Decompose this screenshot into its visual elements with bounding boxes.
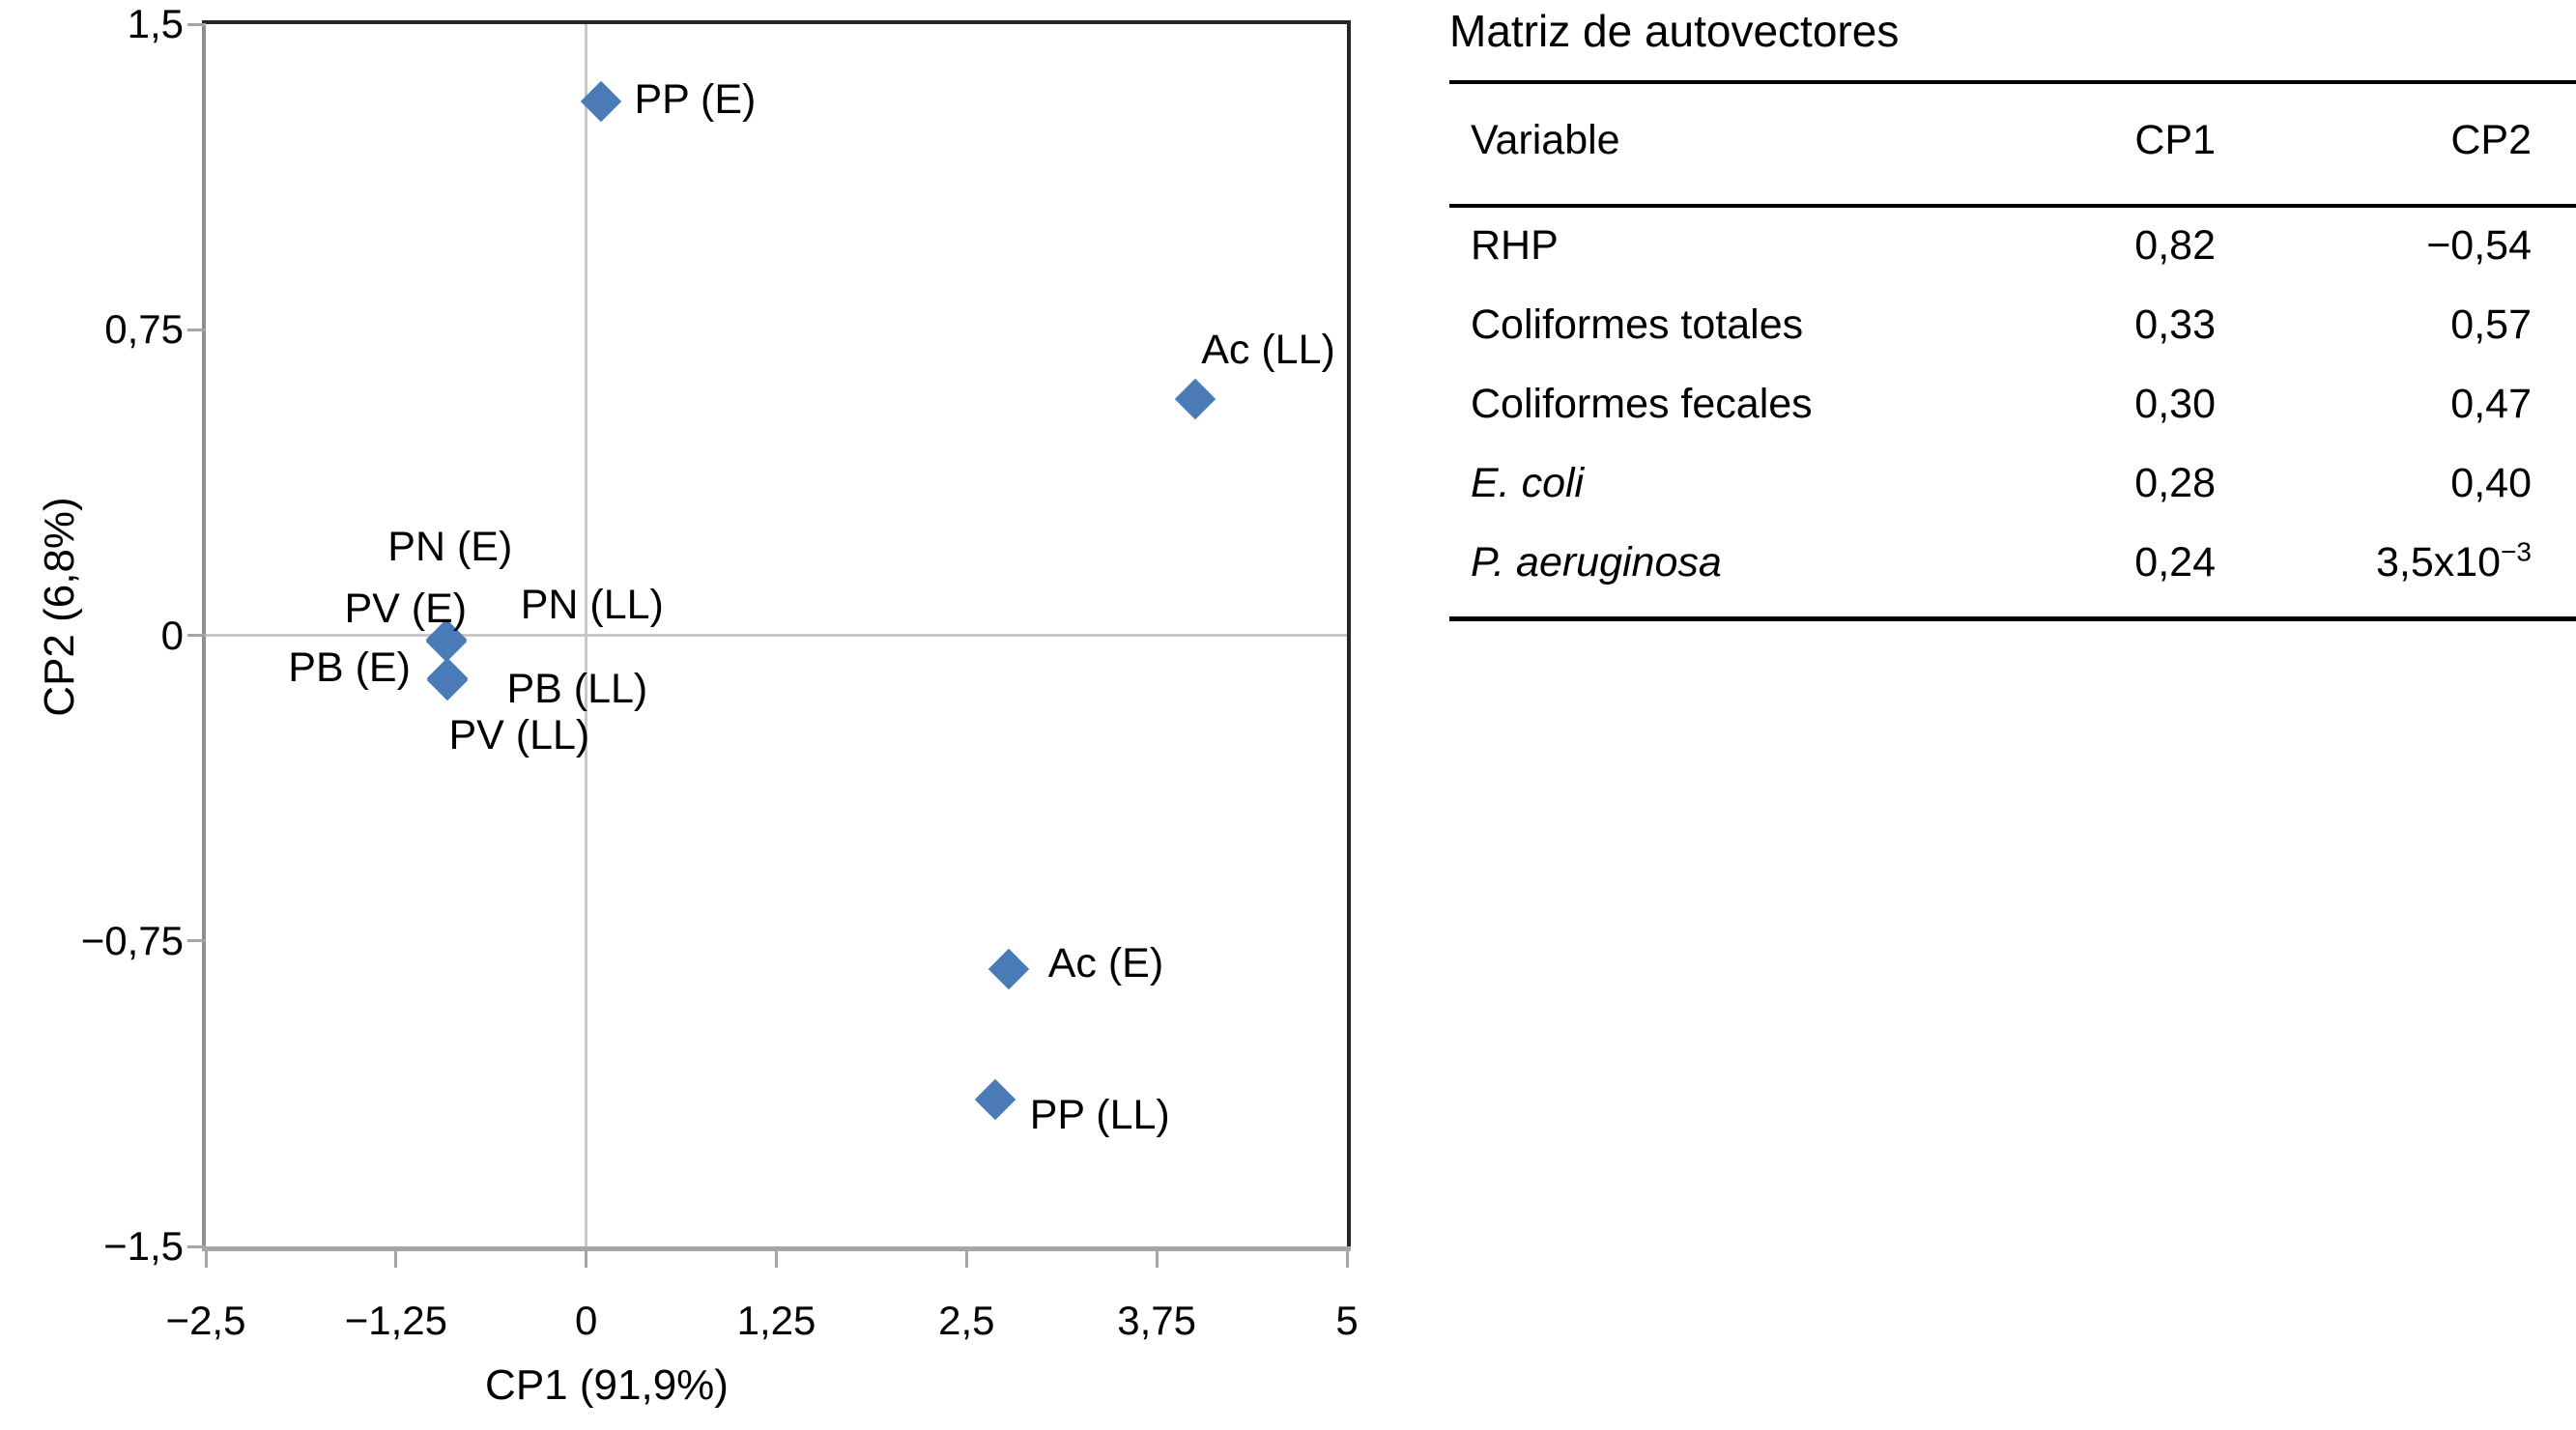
data-point-label: PV (LL)	[448, 711, 590, 758]
table-header-row: Variable CP1 CP2	[1449, 116, 2576, 164]
cell-cp2: 3,5x10−3	[2376, 538, 2532, 586]
x-tick-mark	[775, 1251, 778, 1268]
data-point-marker	[1174, 378, 1216, 420]
table-header-rule	[1449, 204, 2576, 208]
y-tick-label: −1,5	[103, 1223, 184, 1269]
cell-cp1: 0,24	[2134, 539, 2216, 586]
cell-cp2-value: 3,5x10	[2375, 539, 2502, 586]
x-tick-label: 0	[574, 1298, 598, 1343]
x-tick-mark	[1345, 1251, 1349, 1268]
cell-cp2: 0,57	[2450, 300, 2532, 349]
cell-cp2-value: 0,40	[2450, 460, 2532, 506]
table-row: P. aeruginosa 0,24 3,5x10−3	[1449, 538, 2576, 586]
cell-variable: E. coli	[1471, 460, 1585, 506]
data-point-label: PP (LL)	[1029, 1092, 1170, 1139]
x-tick-mark	[204, 1251, 208, 1268]
data-point-label: PN (E)	[387, 523, 513, 570]
cell-cp2-value: −0,54	[2426, 222, 2532, 269]
y-tick-mark	[187, 939, 206, 943]
y-tick-mark	[187, 634, 206, 637]
column-header-cp2: CP2	[2450, 117, 2532, 163]
x-tick-label: −1,25	[344, 1298, 447, 1343]
table-top-rule	[1449, 80, 2576, 84]
cell-cp1: 0,82	[2134, 222, 2216, 269]
x-tick-label: 2,5	[938, 1298, 995, 1343]
x-axis-line	[202, 1246, 1351, 1251]
x-tick-label: 3,75	[1117, 1298, 1197, 1343]
y-axis-title: CP2 (6,8%)	[36, 497, 83, 717]
data-point-label: Ac (LL)	[1201, 326, 1335, 373]
y-tick-mark	[187, 328, 206, 331]
cell-variable: RHP	[1471, 222, 1559, 269]
data-point-label: Ac (E)	[1047, 940, 1164, 987]
data-point-label: PP (E)	[634, 76, 757, 124]
y-tick-mark	[187, 1244, 206, 1248]
cell-variable: Coliformes fecales	[1471, 381, 1813, 427]
data-point-marker	[988, 949, 1030, 990]
table-row: E. coli 0,28 0,40	[1449, 459, 2576, 507]
data-point-label: PV (E)	[344, 585, 468, 632]
cell-cp2-value: 0,47	[2450, 381, 2532, 427]
x-tick-label: 5	[1335, 1298, 1359, 1343]
plot-right-border	[1347, 20, 1351, 1251]
plot-top-border	[202, 20, 1351, 24]
x-tick-label: −2,5	[165, 1298, 246, 1343]
column-header-variable: Variable	[1471, 117, 1620, 163]
table-row: RHP 0,82 −0,54	[1449, 221, 2576, 270]
cell-cp2-exponent: −3	[2501, 536, 2532, 567]
data-point-marker	[427, 659, 469, 701]
table-title: Matriz de autovectores	[1449, 6, 1900, 56]
y-tick-label: 0,75	[104, 306, 184, 353]
cell-cp1: 0,28	[2134, 460, 2216, 506]
cell-cp2: 0,40	[2450, 459, 2532, 507]
x-tick-mark	[964, 1251, 968, 1268]
cell-cp2-value: 0,57	[2450, 301, 2532, 348]
cell-cp1: 0,30	[2134, 381, 2216, 427]
table-row: Coliformes totales 0,33 0,57	[1449, 300, 2576, 349]
x-tick-mark	[585, 1251, 588, 1268]
table-row: Coliformes fecales 0,30 0,47	[1449, 380, 2576, 428]
data-point-marker	[975, 1078, 1016, 1121]
x-tick-mark	[394, 1251, 398, 1268]
y-tick-label: −0,75	[80, 917, 184, 963]
y-tick-label: 1,5	[127, 1, 184, 46]
horizontal-zero-gridline	[206, 634, 1347, 637]
cell-cp2: 0,47	[2450, 380, 2532, 428]
y-tick-label: 0	[160, 612, 184, 658]
x-tick-label: 1,25	[736, 1298, 816, 1343]
cell-cp1: 0,33	[2134, 301, 2216, 348]
data-point-label: PB (E)	[288, 644, 411, 691]
x-tick-mark	[1155, 1251, 1159, 1268]
table-bottom-rule	[1449, 616, 2576, 621]
cell-variable: P. aeruginosa	[1471, 539, 1722, 586]
y-tick-mark	[187, 22, 206, 26]
data-point-label: PB (LL)	[506, 665, 648, 712]
x-axis-title: CP1 (91,9%)	[485, 1361, 729, 1409]
eigenvector-table: Matriz de autovectores Variable CP1 CP2 …	[1449, 0, 2576, 676]
cell-variable: Coliformes totales	[1471, 301, 1804, 348]
data-point-label: PN (LL)	[520, 581, 664, 628]
cell-cp2: −0,54	[2426, 221, 2532, 270]
column-header-cp1: CP1	[2134, 117, 2216, 163]
